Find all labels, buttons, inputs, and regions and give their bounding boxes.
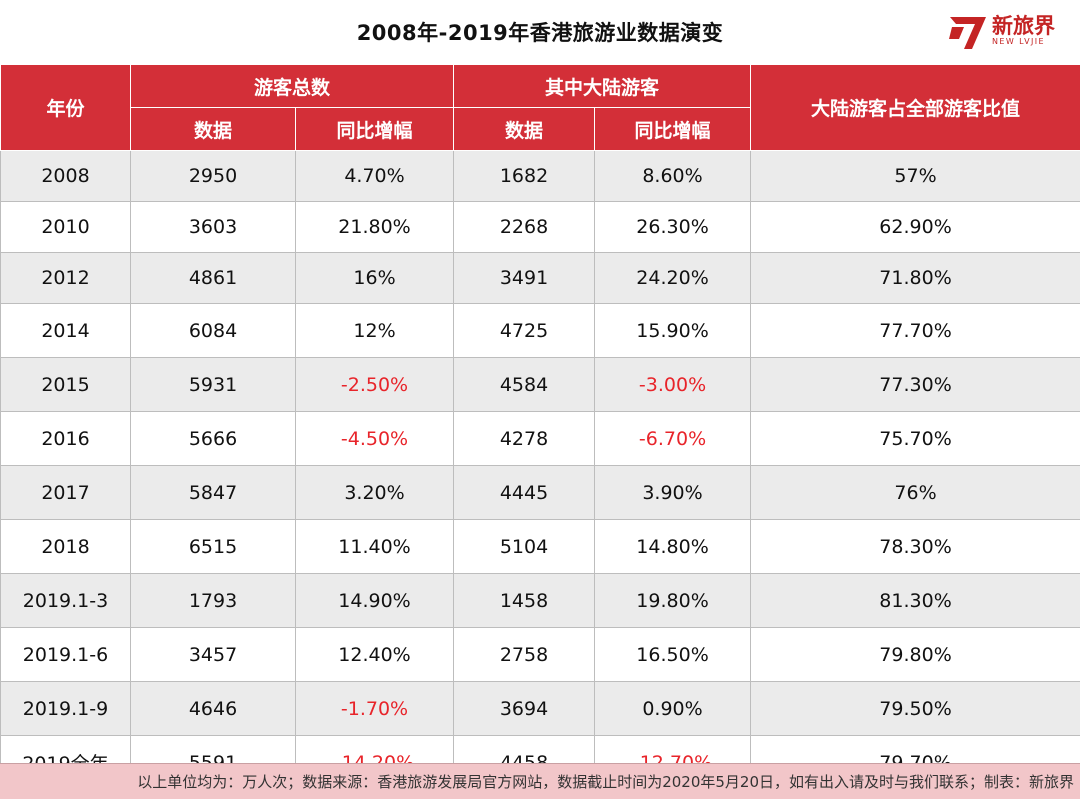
cell-total-yoy: 12.40% <box>294 627 455 682</box>
header-year: 年份 <box>0 64 131 151</box>
cell-mainland-yoy: 0.90% <box>594 681 752 736</box>
cell-year: 2019.1-9 <box>0 681 131 736</box>
brand-logo: 新旅界 NEW LVJIE <box>946 8 1066 54</box>
cell-total-yoy: 21.80% <box>294 201 455 253</box>
cell-mainland-yoy: -3.00% <box>594 357 752 412</box>
table-row: 2008 2950 4.70% 1682 8.60% 57% <box>0 150 1080 202</box>
cell-ratio: 78.30% <box>750 519 1080 574</box>
cell-total-yoy: 11.40% <box>294 519 455 574</box>
cell-total-yoy: 14.90% <box>294 573 455 628</box>
header-total-yoy: 同比增幅 <box>294 107 455 151</box>
header-total-data: 数据 <box>130 107 296 151</box>
cell-total: 1793 <box>130 573 296 628</box>
cell-year: 2019.1-3 <box>0 573 131 628</box>
table-row: 2019.1-9 4646 -1.70% 3694 0.90% 79.50% <box>0 681 1080 736</box>
table-body: 2008 2950 4.70% 1682 8.60% 57% 2010 3603 21.80% 2… <box>0 150 1080 790</box>
cell-mainland: 3491 <box>453 252 596 304</box>
cell-year: 2010 <box>0 201 131 253</box>
cell-year: 2014 <box>0 303 131 358</box>
logo-cn: 新旅界 <box>992 13 1055 38</box>
cell-ratio: 75.70% <box>750 411 1080 466</box>
cell-ratio: 71.80% <box>750 252 1080 304</box>
cell-total-yoy: -4.50% <box>294 411 455 466</box>
header-ratio: 大陆游客占全部游客比值 <box>750 64 1080 151</box>
cell-year: 2018 <box>0 519 131 574</box>
cell-total: 3457 <box>130 627 296 682</box>
header-mainland-yoy: 同比增幅 <box>594 107 752 151</box>
cell-mainland-yoy: 15.90% <box>594 303 752 358</box>
cell-mainland: 1682 <box>453 150 596 202</box>
cell-year: 2008 <box>0 150 131 202</box>
table-row: 2019.1-6 3457 12.40% 2758 16.50% 79.80% <box>0 627 1080 682</box>
cell-total: 4646 <box>130 681 296 736</box>
header-total-group: 游客总数 <box>129 64 455 108</box>
footer-note: 以上单位均为：万人次；数据来源：香港旅游发展局官方网站，数据截止时间为2020年… <box>0 763 1080 799</box>
cell-mainland-yoy: 3.90% <box>594 465 752 520</box>
data-table: 年份 游客总数 其中大陆游客 大陆游客占全部游客比值 数据 同比增幅 数据 同比… <box>0 64 1080 790</box>
table-row: 2019.1-3 1793 14.90% 1458 19.80% 81.30% <box>0 573 1080 628</box>
cell-total-yoy: -2.50% <box>294 357 455 412</box>
cell-total: 4861 <box>130 252 296 304</box>
cell-mainland-yoy: 19.80% <box>594 573 752 628</box>
cell-year: 2017 <box>0 465 131 520</box>
cell-total: 3603 <box>130 201 296 253</box>
cell-total-yoy: -1.70% <box>294 681 455 736</box>
cell-mainland-yoy: 16.50% <box>594 627 752 682</box>
logo-text: 新旅界 NEW LVJIE <box>992 15 1055 47</box>
cell-mainland: 4445 <box>453 465 596 520</box>
cell-year: 2015 <box>0 357 131 412</box>
cell-mainland: 5104 <box>453 519 596 574</box>
table-row: 2018 6515 11.40% 5104 14.80% 78.30% <box>0 519 1080 574</box>
cell-ratio: 77.70% <box>750 303 1080 358</box>
cell-ratio: 57% <box>750 150 1080 202</box>
cell-mainland-yoy: 26.30% <box>594 201 752 253</box>
cell-total: 5666 <box>130 411 296 466</box>
cell-total-yoy: 16% <box>294 252 455 304</box>
cell-mainland: 3694 <box>453 681 596 736</box>
cell-total: 6084 <box>130 303 296 358</box>
cell-ratio: 79.50% <box>750 681 1080 736</box>
table-row: 2010 3603 21.80% 2268 26.30% 62.90% <box>0 201 1080 253</box>
cell-mainland: 1458 <box>453 573 596 628</box>
cell-total-yoy: 4.70% <box>294 150 455 202</box>
page-title: 2008年-2019年香港旅游业数据演变 <box>356 21 724 45</box>
cell-mainland: 4725 <box>453 303 596 358</box>
cell-year: 2016 <box>0 411 131 466</box>
header-mainland-data: 数据 <box>453 107 596 151</box>
cell-ratio: 62.90% <box>750 201 1080 253</box>
cell-mainland: 2758 <box>453 627 596 682</box>
cell-ratio: 76% <box>750 465 1080 520</box>
cell-mainland-yoy: 24.20% <box>594 252 752 304</box>
cell-mainland-yoy: 8.60% <box>594 150 752 202</box>
cell-mainland-yoy: 14.80% <box>594 519 752 574</box>
table-header: 年份 游客总数 其中大陆游客 大陆游客占全部游客比值 数据 同比增幅 数据 同比… <box>0 64 1080 151</box>
cell-total: 5847 <box>130 465 296 520</box>
cell-year: 2019.1-6 <box>0 627 131 682</box>
cell-total: 5931 <box>130 357 296 412</box>
cell-year: 2012 <box>0 252 131 304</box>
cell-total-yoy: 12% <box>294 303 455 358</box>
table-row: 2017 5847 3.20% 4445 3.90% 76% <box>0 465 1080 520</box>
cell-total-yoy: 3.20% <box>294 465 455 520</box>
header-mainland-group: 其中大陆游客 <box>453 64 752 108</box>
cell-total: 6515 <box>130 519 296 574</box>
cell-ratio: 81.30% <box>750 573 1080 628</box>
cell-mainland: 2268 <box>453 201 596 253</box>
cell-total: 2950 <box>130 150 296 202</box>
table-row: 2015 5931 -2.50% 4584 -3.00% 77.30% <box>0 357 1080 412</box>
table-row: 2016 5666 -4.50% 4278 -6.70% 75.70% <box>0 411 1080 466</box>
cell-mainland-yoy: -6.70% <box>594 411 752 466</box>
cell-mainland: 4278 <box>453 411 596 466</box>
title-bar: 2008年-2019年香港旅游业数据演变 新旅界 NEW LVJIE <box>0 0 1080 65</box>
table-row: 2014 6084 12% 4725 15.90% 77.70% <box>0 303 1080 358</box>
cell-mainland: 4584 <box>453 357 596 412</box>
table-row: 2012 4861 16% 3491 24.20% 71.80% <box>0 252 1080 304</box>
cell-ratio: 79.80% <box>750 627 1080 682</box>
logo-en: NEW LVJIE <box>992 37 1045 46</box>
logo-mark-icon <box>949 17 986 49</box>
cell-ratio: 77.30% <box>750 357 1080 412</box>
